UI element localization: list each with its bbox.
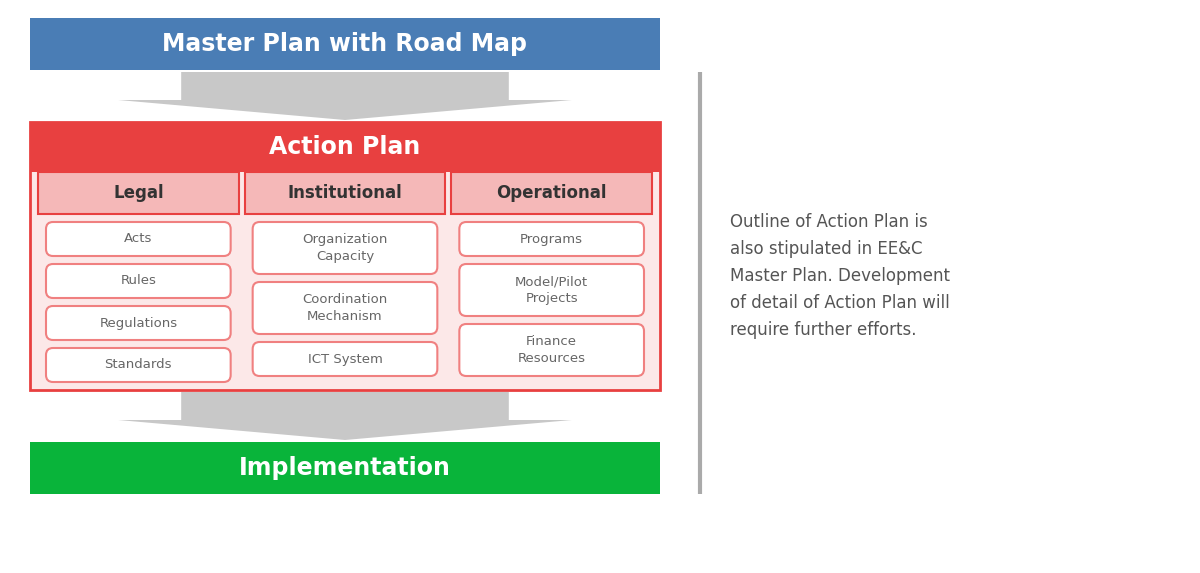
- Bar: [30, 122, 660, 172]
- Text: Implementation: Implementation: [239, 456, 451, 480]
- FancyBboxPatch shape: [46, 222, 230, 256]
- Bar: [30, 122, 660, 390]
- Text: Regulations: Regulations: [100, 316, 178, 329]
- Text: Coordination
Mechanism: Coordination Mechanism: [302, 293, 388, 323]
- Bar: [30, 442, 660, 494]
- FancyBboxPatch shape: [460, 264, 644, 316]
- FancyBboxPatch shape: [46, 348, 230, 382]
- Bar: [451, 172, 652, 214]
- FancyBboxPatch shape: [46, 306, 230, 340]
- Text: Finance
Resources: Finance Resources: [517, 335, 586, 365]
- Text: Master Plan with Road Map: Master Plan with Road Map: [162, 32, 528, 56]
- Bar: [30, 18, 660, 70]
- Text: Institutional: Institutional: [288, 184, 402, 202]
- Text: Action Plan: Action Plan: [269, 135, 421, 159]
- Text: Legal: Legal: [113, 184, 163, 202]
- Text: Acts: Acts: [124, 233, 152, 245]
- Text: Organization
Capacity: Organization Capacity: [302, 233, 388, 263]
- Text: Standards: Standards: [104, 359, 172, 371]
- FancyBboxPatch shape: [253, 282, 437, 334]
- Polygon shape: [119, 392, 571, 440]
- Bar: [38, 172, 239, 214]
- Text: Outline of Action Plan is
also stipulated in EE&C
Master Plan. Development
of de: Outline of Action Plan is also stipulate…: [730, 213, 950, 339]
- FancyBboxPatch shape: [253, 222, 437, 274]
- Text: Model/Pilot
Projects: Model/Pilot Projects: [515, 275, 588, 305]
- Text: Programs: Programs: [520, 233, 583, 245]
- Bar: [245, 172, 445, 214]
- Polygon shape: [119, 72, 571, 120]
- FancyBboxPatch shape: [46, 264, 230, 298]
- FancyBboxPatch shape: [460, 222, 644, 256]
- FancyBboxPatch shape: [460, 324, 644, 376]
- Text: Rules: Rules: [120, 274, 156, 288]
- Text: ICT System: ICT System: [307, 352, 383, 366]
- Text: Operational: Operational: [497, 184, 607, 202]
- FancyBboxPatch shape: [253, 342, 437, 376]
